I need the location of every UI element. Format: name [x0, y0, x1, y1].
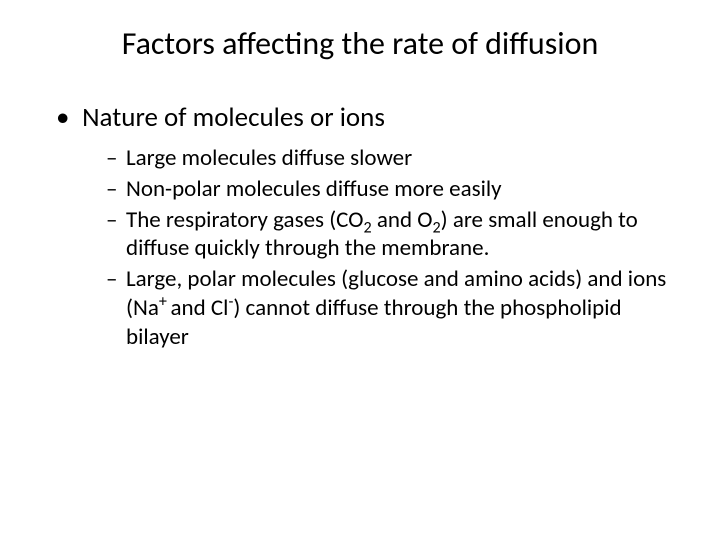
bullet-l1-text: Nature of molecules or ions: [82, 101, 385, 134]
bullet-l2-text: Large molecules diffuse slower: [126, 144, 412, 172]
bullet-l1-marker: •: [56, 101, 76, 134]
slide-title: Factors affecting the rate of diffusion: [40, 24, 680, 63]
bullet-level2-item: –Non-polar molecules diffuse more easily: [106, 175, 680, 204]
bullet-l2-text: Large, polar molecules (glucose and amin…: [126, 265, 666, 351]
bullet-l2-text: The respiratory gases (CO2 and O2) are s…: [126, 206, 638, 263]
bullet-level2-item: –Large molecules diffuse slower: [106, 144, 680, 173]
bullet-level2-item: –Large, polar molecules (glucose and ami…: [106, 265, 680, 351]
bullet-l2-text: Non-polar molecules diffuse more easily: [126, 175, 502, 203]
bullet-l2-marker: –: [106, 175, 126, 204]
superscript: +: [159, 292, 171, 311]
bullet-l2-marker: –: [106, 144, 126, 173]
subscript: 2: [432, 218, 440, 237]
bullet-level2-item: –The respiratory gases (CO2 and O2) are …: [106, 206, 680, 264]
bullet-level1-item: • Nature of molecules or ions: [56, 101, 680, 134]
bullet-l2-marker: –: [106, 206, 126, 235]
superscript: -: [228, 292, 233, 311]
subscript: 2: [363, 218, 371, 237]
bullet-l2-marker: –: [106, 265, 126, 294]
